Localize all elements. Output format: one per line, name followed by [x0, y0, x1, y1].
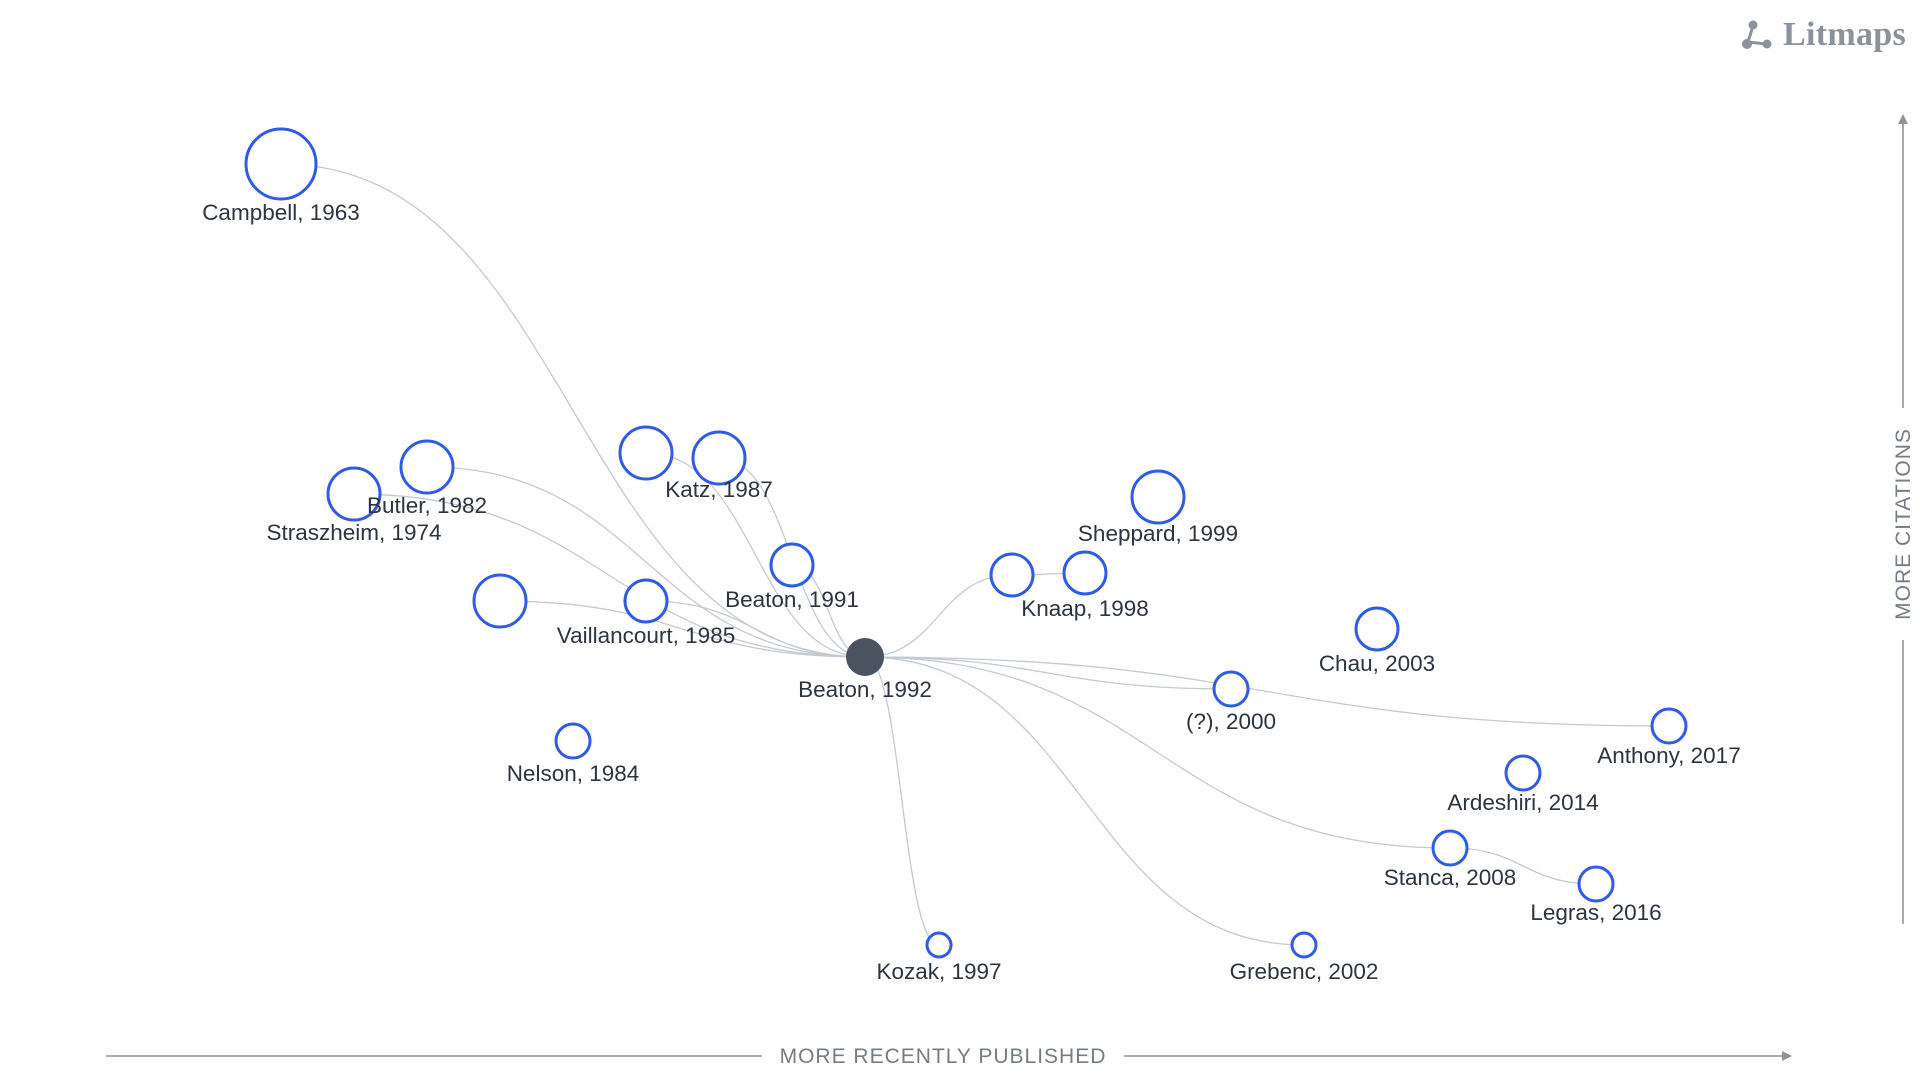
- y-axis-arrow-icon: [1898, 114, 1908, 124]
- paper-node-unlabeled-c[interactable]: [989, 552, 1035, 598]
- paper-node-chau-2003[interactable]: [1354, 606, 1400, 652]
- paper-node-butler-1982[interactable]: [399, 439, 455, 495]
- paper-node-anthony-2017[interactable]: [1650, 707, 1688, 745]
- edges-layer: [280, 163, 1670, 946]
- paper-node-grebenc-2002[interactable]: [1290, 931, 1318, 959]
- paper-label-legras-2016[interactable]: Legras, 2016: [1530, 900, 1661, 925]
- nodes-layer: [244, 127, 1688, 959]
- paper-label-katz-1987[interactable]: Katz, 1987: [665, 477, 773, 502]
- paper-label-ardeshiri-2014[interactable]: Ardeshiri, 2014: [1447, 790, 1598, 815]
- paper-node-beaton-1991[interactable]: [769, 542, 815, 588]
- paper-label-kozak-1997[interactable]: Kozak, 1997: [876, 959, 1001, 984]
- paper-node-campbell-1963[interactable]: [244, 127, 318, 201]
- paper-label-butler-1982[interactable]: Butler, 1982: [367, 493, 487, 518]
- paper-label-sheppard-1999[interactable]: Sheppard, 1999: [1078, 521, 1238, 546]
- paper-label-grebenc-2002[interactable]: Grebenc, 2002: [1230, 959, 1379, 984]
- paper-node-stanca-2008[interactable]: [1431, 829, 1469, 867]
- paper-node-knaap-1998[interactable]: [1062, 550, 1108, 596]
- paper-label-stanca-2008[interactable]: Stanca, 2008: [1384, 865, 1517, 890]
- citation-link-beaton-1992-to-kozak-1997: [864, 656, 940, 946]
- paper-label-beaton-1991[interactable]: Beaton, 1991: [725, 587, 859, 612]
- paper-label-knaap-1998[interactable]: Knaap, 1998: [1021, 596, 1149, 621]
- paper-node-sheppard-1999[interactable]: [1130, 469, 1186, 525]
- paper-node-unlabeled-a[interactable]: [472, 573, 528, 629]
- litmaps-logo-icon: [1741, 20, 1772, 49]
- citation-link-stanca-2008-to-legras-2016: [1449, 847, 1597, 885]
- citation-link-vaillancourt-1985-to-beaton-1992: [645, 600, 866, 658]
- paper-label-vaillancourt-1985[interactable]: Vaillancourt, 1985: [557, 623, 735, 648]
- paper-node-straszheim-1974[interactable]: [326, 466, 382, 522]
- paper-label-campbell-1963[interactable]: Campbell, 1963: [202, 200, 360, 225]
- paper-node-beaton-1992[interactable]: [846, 638, 884, 676]
- paper-node-legras-2016[interactable]: [1577, 865, 1615, 903]
- x-axis: MORE RECENTLY PUBLISHED: [106, 1045, 1792, 1068]
- citation-link-butler-1982-to-beaton-1992: [426, 466, 866, 658]
- litmaps-logo-text: Litmaps: [1782, 16, 1906, 53]
- y-axis-label: MORE CITATIONS: [1892, 428, 1915, 620]
- paper-label-chau-2003[interactable]: Chau, 2003: [1319, 651, 1435, 676]
- y-axis: MORE CITATIONS: [1892, 114, 1915, 924]
- x-axis-label: MORE RECENTLY PUBLISHED: [780, 1045, 1107, 1068]
- paper-label-anthony-2017[interactable]: Anthony, 2017: [1597, 743, 1740, 768]
- x-axis-arrow-icon: [1782, 1051, 1792, 1061]
- citation-link-katz-1987-to-beaton-1992: [645, 452, 866, 658]
- paper-label-straszheim-1974[interactable]: Straszheim, 1974: [266, 520, 441, 545]
- citation-link-beaton-1992-to-unlabeled-c: [864, 574, 1013, 658]
- citation-link-campbell-1963-to-beaton-1992: [280, 163, 866, 658]
- citation-link-unlabeled-a-to-beaton-1992: [499, 600, 866, 658]
- paper-node-vaillancourt-1985[interactable]: [623, 578, 669, 624]
- citation-link-beaton-1992-to-unknown-2000: [864, 656, 1232, 690]
- paper-node-kozak-1997[interactable]: [925, 931, 953, 959]
- paper-node-katz-1987[interactable]: [618, 425, 674, 481]
- paper-label-unknown-2000[interactable]: (?), 2000: [1186, 709, 1276, 734]
- citation-link-beaton-1992-to-stanca-2008: [864, 656, 1451, 849]
- paper-node-unlabeled-b[interactable]: [691, 430, 747, 486]
- citation-link-beaton-1992-to-grebenc-2002: [864, 656, 1305, 946]
- paper-node-ardeshiri-2014[interactable]: [1504, 754, 1542, 792]
- litmaps-logo[interactable]: Litmaps: [1739, 16, 1906, 54]
- paper-label-nelson-1984[interactable]: Nelson, 1984: [507, 761, 640, 786]
- paper-node-unknown-2000[interactable]: [1212, 670, 1250, 708]
- paper-node-nelson-1984[interactable]: [554, 722, 592, 760]
- citation-link-beaton-1992-to-anthony-2017: [864, 656, 1670, 727]
- paper-label-beaton-1992[interactable]: Beaton, 1992: [798, 677, 932, 702]
- citation-link-straszheim-1974-to-beaton-1992: [353, 493, 866, 658]
